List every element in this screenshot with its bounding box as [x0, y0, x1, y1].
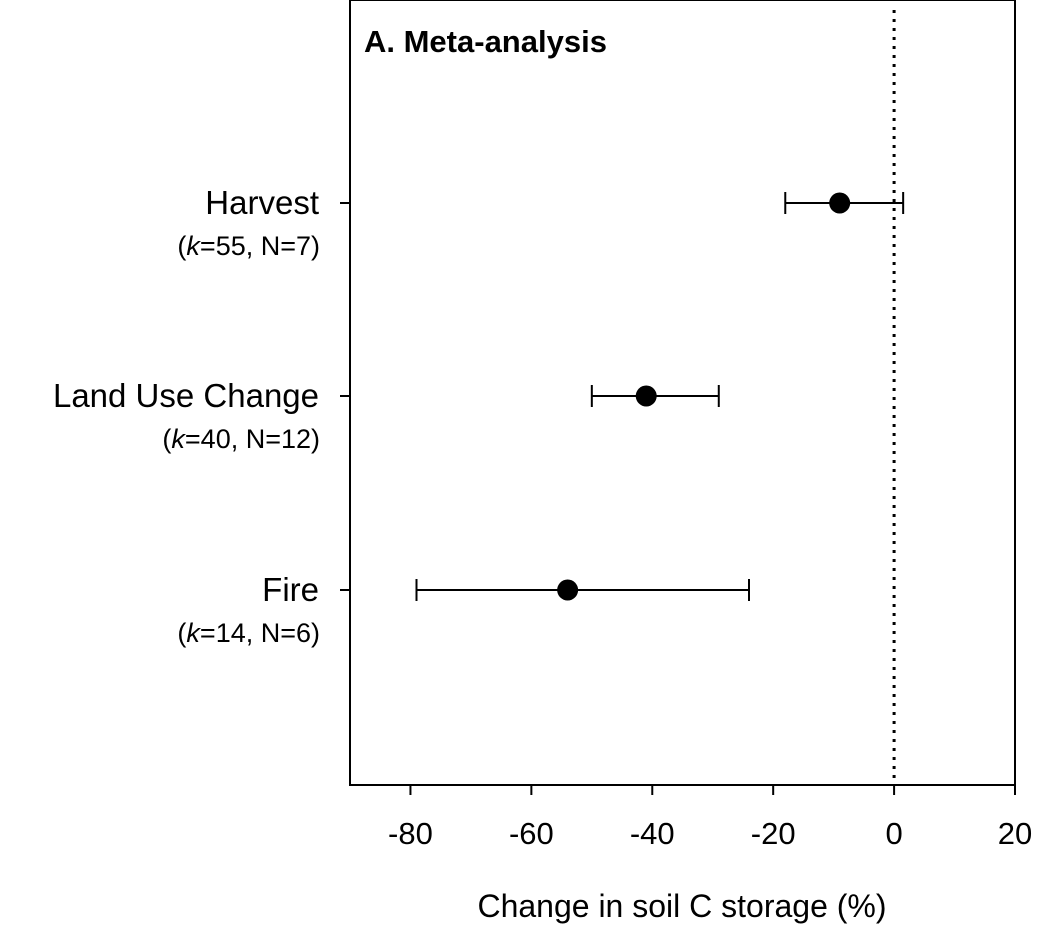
- x-tick-label: -40: [630, 816, 675, 851]
- effect-point: [829, 192, 851, 214]
- data-series: [415, 192, 905, 601]
- x-tick-label: 20: [998, 816, 1032, 851]
- effect-point: [635, 385, 657, 407]
- x-axis: -80 -60 -40 -20 0 20: [388, 785, 1032, 851]
- category-label: Land Use Change: [53, 377, 319, 414]
- category-labels: Harvest (k=55, N=7) Land Use Change (k=40, …: [53, 184, 350, 648]
- category-sample-size: (k=55, N=7): [177, 231, 320, 261]
- category-sample-size: (k=14, N=6): [177, 618, 320, 648]
- effect-point: [557, 579, 579, 601]
- plot-frame: [349, 0, 1016, 786]
- chart-title: A. Meta-analysis: [364, 24, 607, 59]
- x-tick-label: -60: [509, 816, 554, 851]
- x-tick-label: -80: [388, 816, 433, 851]
- x-tick-label: 0: [885, 816, 902, 851]
- category-label: Harvest: [205, 184, 319, 221]
- x-axis-label: Change in soil C storage (%): [477, 888, 886, 924]
- category-sample-size: (k=40, N=12): [162, 424, 320, 454]
- category-label: Fire: [262, 571, 319, 608]
- x-tick-label: -20: [751, 816, 796, 851]
